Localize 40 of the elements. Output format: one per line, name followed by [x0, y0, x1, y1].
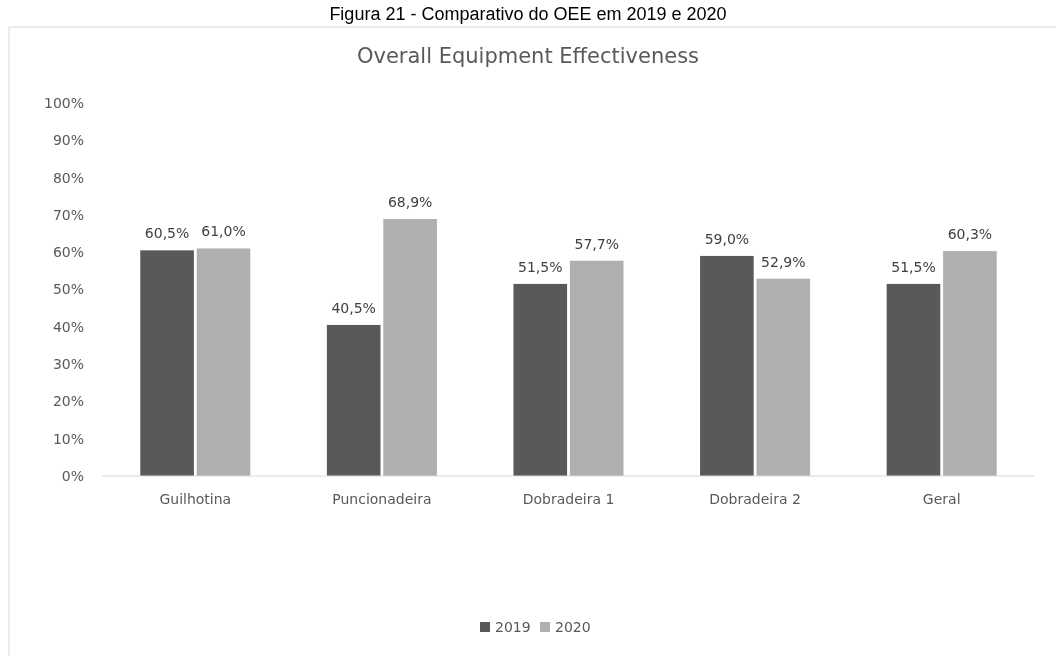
y-tick-label: 70% — [52, 206, 84, 223]
data-label: 59,0% — [704, 230, 750, 247]
data-label: 61,0% — [201, 223, 246, 240]
data-label: 60,5% — [144, 225, 190, 242]
y-tick-label: 10% — [52, 430, 84, 447]
bar — [569, 260, 624, 476]
data-label: 51,5% — [891, 258, 936, 275]
y-tick-label: 0% — [61, 467, 84, 484]
y-tick-label: 100% — [43, 94, 84, 111]
bar — [326, 324, 381, 476]
x-tick-label: Dobradeira 2 — [709, 491, 801, 507]
data-label: 52,9% — [761, 253, 806, 270]
x-tick-label: Dobradeira 1 — [522, 491, 615, 507]
chart-title: Figura 21 - Comparativo do OEE em 2019 e 2020 — [329, 4, 727, 24]
bar — [383, 219, 437, 476]
legend-label: 2020 — [555, 619, 591, 635]
data-label: 57,7% — [574, 235, 619, 252]
y-tick-label: 60% — [52, 244, 84, 261]
x-tick-label: Guilhotina — [159, 491, 232, 507]
y-tick-label: 80% — [52, 169, 84, 186]
data-label: 40,5% — [331, 299, 376, 316]
data-label: 51,5% — [518, 258, 563, 275]
data-label: 60,3% — [947, 226, 993, 243]
bar — [140, 250, 194, 476]
chart-subtitle: Overall Equipment Effectiveness — [356, 44, 700, 68]
y-tick-label: 90% — [52, 132, 84, 149]
x-tick-label: Geral — [922, 491, 961, 507]
data-label: 68,9% — [387, 194, 433, 210]
bar — [756, 278, 811, 476]
legend-label: 2019 — [495, 619, 531, 635]
bar — [196, 248, 251, 476]
bar — [513, 283, 568, 476]
bar — [886, 283, 941, 476]
y-tick-label: 30% — [52, 356, 84, 372]
bar — [943, 251, 997, 476]
y-tick-label: 20% — [52, 393, 84, 410]
y-tick-label: 50% — [52, 281, 84, 298]
x-tick-label: Puncionadeira — [332, 491, 432, 507]
y-tick-label: 40% — [52, 318, 84, 335]
bar — [700, 255, 754, 476]
